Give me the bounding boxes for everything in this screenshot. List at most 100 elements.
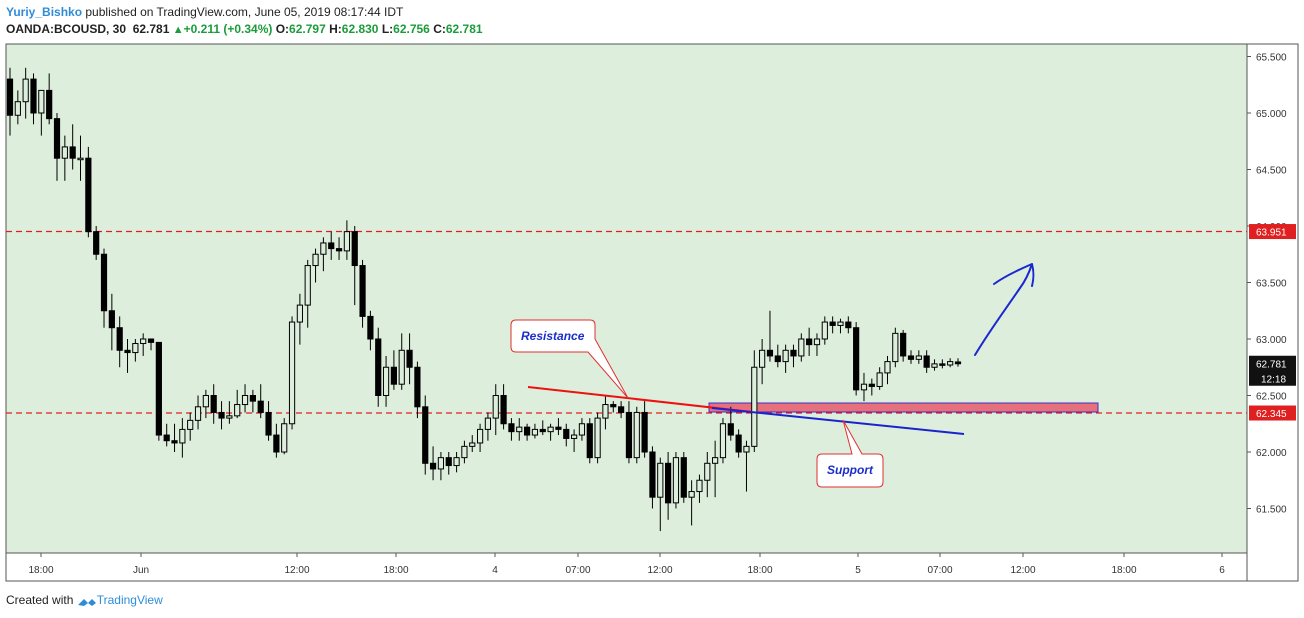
candle-body (93, 231, 100, 255)
candle-body (288, 321, 296, 425)
candle-body (359, 265, 366, 317)
support-annotation: Support (827, 463, 874, 477)
candle-body (751, 366, 758, 447)
candle-body (61, 146, 68, 159)
resistance-callout-box (510, 319, 629, 399)
support-zone[interactable] (708, 402, 1099, 413)
resistance-price-tag (1249, 224, 1296, 240)
bar-countdown-label: 12:18 (1261, 375, 1286, 386)
candle-body (594, 417, 601, 459)
candle-body (704, 462, 711, 481)
high-value: 62.830 (341, 22, 379, 36)
candle-body (618, 406, 625, 413)
up-arrow-drawing[interactable] (974, 263, 1035, 356)
candle-body (38, 89, 45, 114)
candle-body (641, 411, 648, 453)
candle-body (774, 355, 781, 363)
candle-body (735, 434, 742, 453)
price-change: +0.211 (+0.34%) (183, 22, 273, 36)
tradingview-link[interactable]: TradingView (96, 593, 163, 607)
last-price: 62.781 (132, 22, 170, 36)
candle-body (555, 426, 562, 430)
candle-body (273, 434, 280, 453)
candle-body (6, 78, 14, 116)
y-tick-label: 63.000 (1256, 335, 1287, 346)
candle-body (22, 78, 29, 103)
x-tick-label: Jun (133, 565, 149, 576)
y-tick-label: 65.500 (1256, 53, 1287, 64)
candle-body (53, 118, 61, 159)
candle-body (226, 415, 233, 419)
resistance-annotation: Resistance (521, 329, 585, 343)
support-price-label: 62.345 (1256, 409, 1287, 420)
candle-body (296, 304, 303, 323)
candle-body (516, 426, 523, 433)
footer: Created with TradingView (6, 593, 163, 607)
support-price-tag (1249, 405, 1296, 421)
candle-body (845, 321, 852, 329)
support-trendline[interactable] (711, 407, 965, 435)
candle-body (476, 428, 484, 444)
candle-body (69, 146, 76, 159)
candle-body (234, 404, 241, 417)
candle-body (743, 445, 750, 453)
candle-body (719, 423, 727, 459)
x-tick-label: 12:00 (647, 565, 672, 576)
candle-body (939, 363, 946, 366)
candle-body (696, 479, 703, 493)
candle-body (900, 332, 907, 357)
candle-body (398, 349, 405, 385)
current-price-tag (1249, 355, 1296, 386)
candle-body (375, 338, 382, 396)
publish-header: Yuriy_Bishko published on TradingView.co… (6, 5, 403, 19)
x-tick-label: 18:00 (1111, 565, 1136, 576)
candle-body (633, 411, 640, 459)
close-value: 62.781 (445, 22, 483, 36)
candle-body (77, 157, 84, 161)
candle-body (124, 349, 131, 354)
candle-body (163, 434, 170, 442)
candle-body (249, 395, 256, 402)
candle-body (108, 310, 115, 329)
candle-body (853, 327, 860, 391)
close-label: C: (433, 22, 446, 36)
y-tick-label: 64.500 (1256, 166, 1287, 177)
candle-body (335, 248, 343, 252)
candle-body (445, 457, 452, 467)
candle-body (500, 395, 507, 425)
low-value: 62.756 (393, 22, 430, 36)
candle-body (132, 343, 139, 354)
price-axis[interactable] (1246, 43, 1299, 582)
candle-body (508, 423, 515, 433)
candle-body (194, 406, 202, 421)
candle-body (30, 78, 37, 114)
support-callout-box (816, 419, 884, 488)
candle-body (429, 462, 437, 470)
candle-body (954, 361, 962, 365)
candle-body (312, 253, 319, 267)
candle-body (657, 462, 664, 498)
candle-body (563, 428, 570, 439)
open-value: 62.797 (289, 22, 326, 36)
candle-body (46, 89, 53, 120)
x-tick-label: 5 (855, 565, 861, 576)
candle-body (892, 332, 899, 363)
candle-body (422, 406, 429, 464)
candle-body (351, 231, 358, 267)
ohlc-header: OANDA:BCOUSD, 30 62.781 ▲+0.211 (+0.34%)… (6, 22, 483, 36)
x-tick-label: 07:00 (927, 565, 952, 576)
created-with-text: Created with (6, 593, 74, 607)
candle-body (367, 315, 374, 340)
x-tick-label: 12:00 (284, 565, 309, 576)
price-chart[interactable]: 65.50065.00064.50064.00063.50063.00062.5… (0, 0, 1304, 585)
time-axis[interactable] (5, 552, 1248, 582)
author-link[interactable]: Yuriy_Bishko (6, 5, 83, 19)
candles (6, 67, 962, 532)
candle-body (100, 253, 108, 312)
candle-body (915, 355, 922, 360)
candle-body (570, 434, 578, 439)
candle-body (241, 395, 249, 406)
candle-body (531, 428, 539, 436)
candle-body (837, 321, 844, 326)
candle-body (665, 462, 672, 504)
